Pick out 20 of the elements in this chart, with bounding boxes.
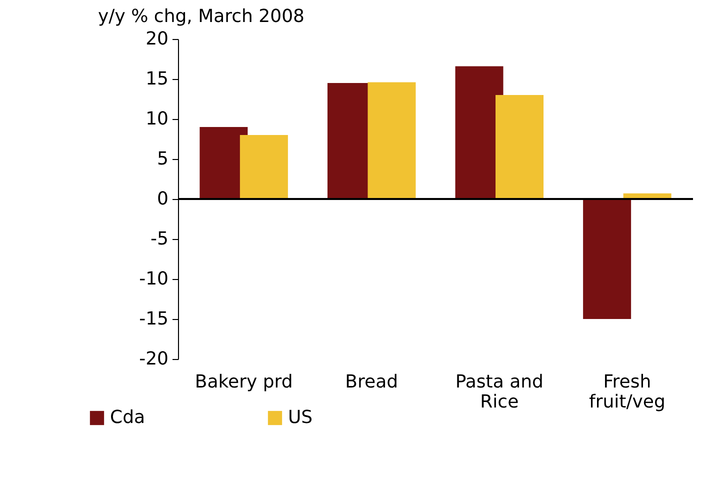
chart-title: y/y % chg, March 2008 (98, 6, 304, 27)
bar (496, 95, 544, 199)
y-tick-label: -10 (139, 268, 168, 290)
y-tick-label: 15 (146, 68, 168, 90)
bar (583, 199, 632, 319)
y-tick-label: 20 (146, 28, 168, 50)
x-tick-label: Bread (345, 372, 398, 392)
legend-label: Cda (110, 407, 146, 428)
x-tick-label: Fresh fruit/veg (588, 372, 666, 412)
x-tick-label: Pasta and Rice (455, 372, 544, 412)
y-tick-label: -5 (150, 228, 168, 250)
legend-label: US (288, 407, 313, 428)
bar (368, 82, 416, 199)
bar (240, 135, 288, 199)
y-tick-label: 0 (157, 188, 168, 210)
y-tick-label: 5 (157, 148, 168, 170)
x-tick-label: Bakery prd (194, 372, 293, 392)
y-tick-label: -20 (139, 348, 168, 370)
y-tick-label: -15 (139, 308, 168, 330)
y-tick-label: 10 (146, 108, 168, 130)
